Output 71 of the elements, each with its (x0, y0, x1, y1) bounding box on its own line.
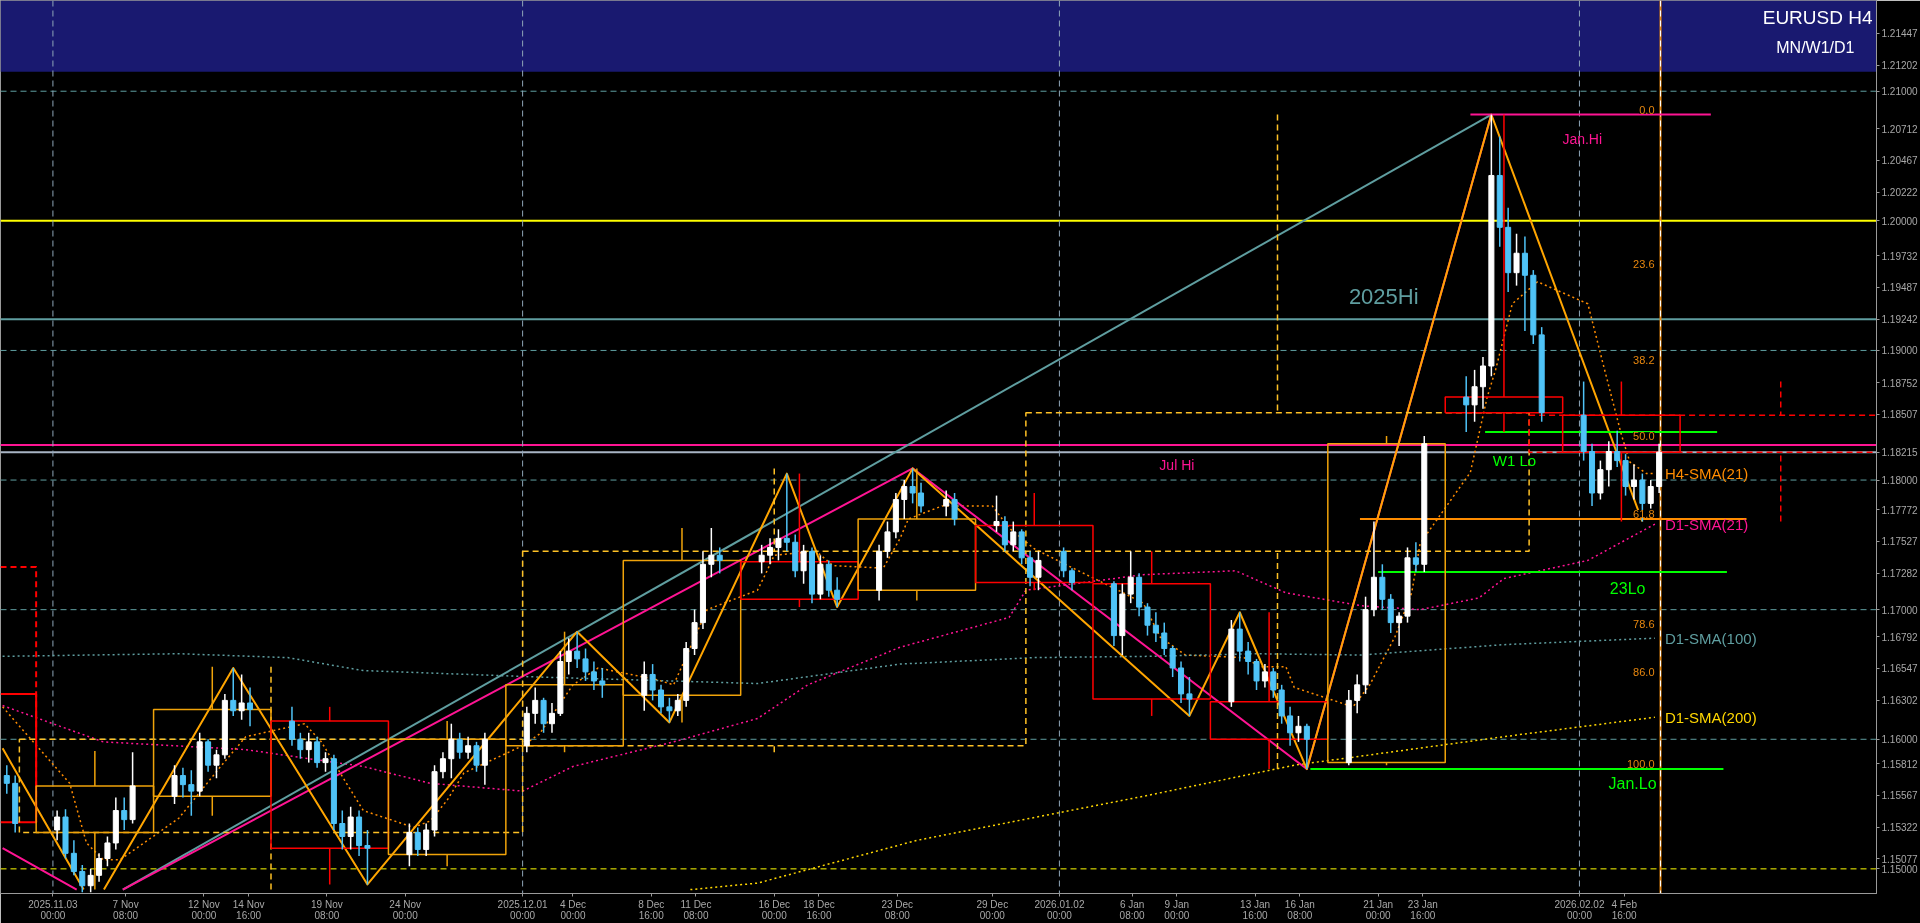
x-tick-label: 13 Jan 16:00 (1240, 898, 1271, 921)
annotation: 2025Hi (1348, 284, 1419, 310)
y-tick-label: 1.17772 (1881, 504, 1919, 516)
y-tick-label: 1.19487 (1881, 282, 1919, 294)
annotation: 23Lo (1609, 580, 1646, 598)
annotation: 61.8 (1633, 507, 1655, 520)
x-tick-label: 23 Jan 16:00 (1407, 898, 1438, 921)
annotation: W1 Lo (1492, 452, 1537, 470)
x-tick-label: 29 Dec 00:00 (976, 898, 1009, 921)
x-tick-label: 16 Jan 08:00 (1284, 898, 1315, 921)
annotation: Jan.Hi (1562, 130, 1603, 147)
x-tick-label: 18 Dec 16:00 (803, 898, 835, 921)
annotation: Jul Hi (1159, 457, 1195, 474)
y-tick-label: 1.20467 (1881, 155, 1919, 167)
y-tick-label: 1.21447 (1881, 28, 1919, 40)
series-label: D1-SMA(100) (1664, 629, 1757, 647)
y-tick-label: 1.15812 (1881, 758, 1919, 770)
x-tick-label: 9 Jan 00:00 (1164, 898, 1190, 921)
y-tick-label: 1.18507 (1881, 409, 1919, 421)
annotation: 0.0 (1639, 103, 1655, 116)
x-tick-label: 19 Nov 08:00 (311, 898, 343, 921)
y-tick-label: 1.16000 (1881, 734, 1919, 746)
y-tick-label: 1.18215 (1881, 447, 1919, 459)
x-tick-label: 6 Jan 08:00 (1119, 898, 1146, 921)
annotation: 78.6 (1633, 618, 1655, 631)
y-tick-label: 1.18000 (1881, 475, 1919, 487)
chart-title: EURUSD H4 (1762, 6, 1873, 28)
x-tick-label: 8 Dec 16:00 (638, 898, 665, 921)
x-tick-label: 7 Nov 08:00 (112, 898, 139, 921)
y-tick-label: 1.21000 (1881, 86, 1919, 98)
x-tick-label: 2026.01.02 00:00 (1034, 898, 1085, 921)
y-tick-label: 1.19242 (1881, 314, 1919, 326)
y-tick-label: 1.16792 (1881, 631, 1919, 643)
x-tick-label: 4 Dec 00:00 (559, 898, 587, 921)
series-label: H4-SMA(21) (1664, 465, 1749, 483)
annotation: 38.2 (1633, 353, 1655, 366)
x-tick-label: 24 Nov 00:00 (389, 898, 422, 921)
y-tick-label: 1.21202 (1881, 60, 1919, 72)
y-tick-label: 1.16547 (1881, 663, 1919, 675)
x-tick-label: 2026.02.02 00:00 (1554, 898, 1605, 921)
annotation: Jan.Lo (1608, 775, 1657, 793)
y-tick-label: 1.17527 (1881, 536, 1919, 548)
x-tick-label: 2025.11.03 00:00 (28, 898, 79, 921)
y-tick-label: 1.17282 (1881, 568, 1919, 580)
x-tick-label: 12 Nov 00:00 (188, 898, 220, 921)
y-tick-label: 1.15567 (1881, 790, 1919, 802)
x-tick-label: 2025.12.01 00:00 (497, 898, 549, 921)
x-tick-label: 4 Feb 16:00 (1611, 898, 1638, 921)
y-tick-label: 1.15077 (1881, 853, 1919, 865)
y-tick-label: 1.16302 (1881, 695, 1919, 707)
y-tick-label: 1.20712 (1881, 123, 1919, 135)
y-tick-label: 1.19732 (1881, 250, 1919, 262)
x-tick-label: 11 Dec 08:00 (680, 898, 712, 921)
annotation: 23.6 (1633, 257, 1655, 270)
y-tick-label: 1.19000 (1881, 345, 1919, 357)
text: MN/W1/D1 (1776, 38, 1855, 56)
annotation: 50.0 (1633, 430, 1655, 443)
annotation: 86.0 (1633, 666, 1655, 679)
series-label: D1-SMA(200) (1664, 708, 1757, 726)
x-tick-label: 21 Jan 00:00 (1363, 898, 1394, 921)
y-tick-label: 1.20000 (1881, 215, 1919, 227)
y-tick-label: 1.15000 (1881, 863, 1919, 875)
y-tick-label: 1.15322 (1881, 822, 1919, 834)
y-tick-label: 1.17000 (1881, 604, 1919, 616)
x-tick-label: 16 Dec 00:00 (758, 898, 791, 921)
x-tick-label: 23 Dec 08:00 (881, 898, 914, 921)
series-label: D1-SMA(21) (1664, 515, 1749, 533)
y-tick-label: 1.20222 (1881, 187, 1919, 199)
y-tick-label: 1.18752 (1881, 377, 1919, 389)
annotation: 100.0 (1627, 758, 1655, 771)
x-tick-label: 14 Nov 16:00 (232, 898, 265, 921)
